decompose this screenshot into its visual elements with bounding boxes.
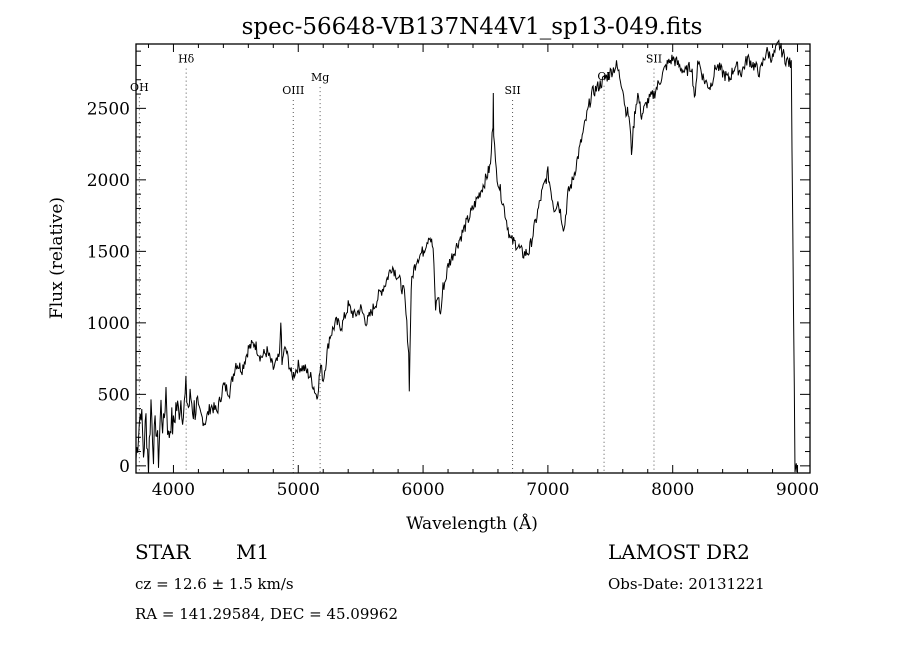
x-tick-label: 4000 [152,480,195,500]
y-tick-label: 0 [119,457,130,477]
spectrum-series [135,39,798,474]
x-tick-label: 7000 [526,480,569,500]
x-tick-label: 8000 [651,480,694,500]
x-tick-label: 9000 [776,480,819,500]
x-tick-label: 6000 [401,480,444,500]
spectrum-line [135,39,798,474]
object-subclass: M1 [236,540,269,564]
axis-ticks: 4000 5000 6000 7000 8000 9000 0 500 1000 1500 2000… [87,44,819,500]
y-axis-label: Flux (relative) [47,197,67,319]
x-tick-label: 5000 [277,480,320,500]
y-tick-label: 2000 [87,171,130,191]
line-label: OIII [282,84,304,97]
y-tick-label: 2500 [87,99,130,119]
y-tick-label: 1500 [87,242,130,262]
line-label: OH [130,81,149,94]
y-tick-label: 1000 [87,314,130,334]
chart-title: spec-56648-VB137N44V1_sp13-049.fits [242,14,703,40]
line-label: Mg [311,71,329,84]
coordinates: RA = 141.29584, DEC = 45.09962 [135,605,398,623]
x-axis-label: Wavelength (Å) [406,513,538,534]
line-label: Hδ [178,53,195,66]
observation-date: Obs-Date: 20131221 [608,575,765,593]
object-class: STAR [135,540,191,564]
line-label: SII [646,53,662,66]
line-label: SII [504,84,520,97]
plot-frame [135,43,811,474]
y-tick-label: 500 [98,385,130,405]
survey-name: LAMOST DR2 [608,540,750,564]
redshift-cz: cz = 12.6 ± 1.5 km/s [135,575,294,593]
